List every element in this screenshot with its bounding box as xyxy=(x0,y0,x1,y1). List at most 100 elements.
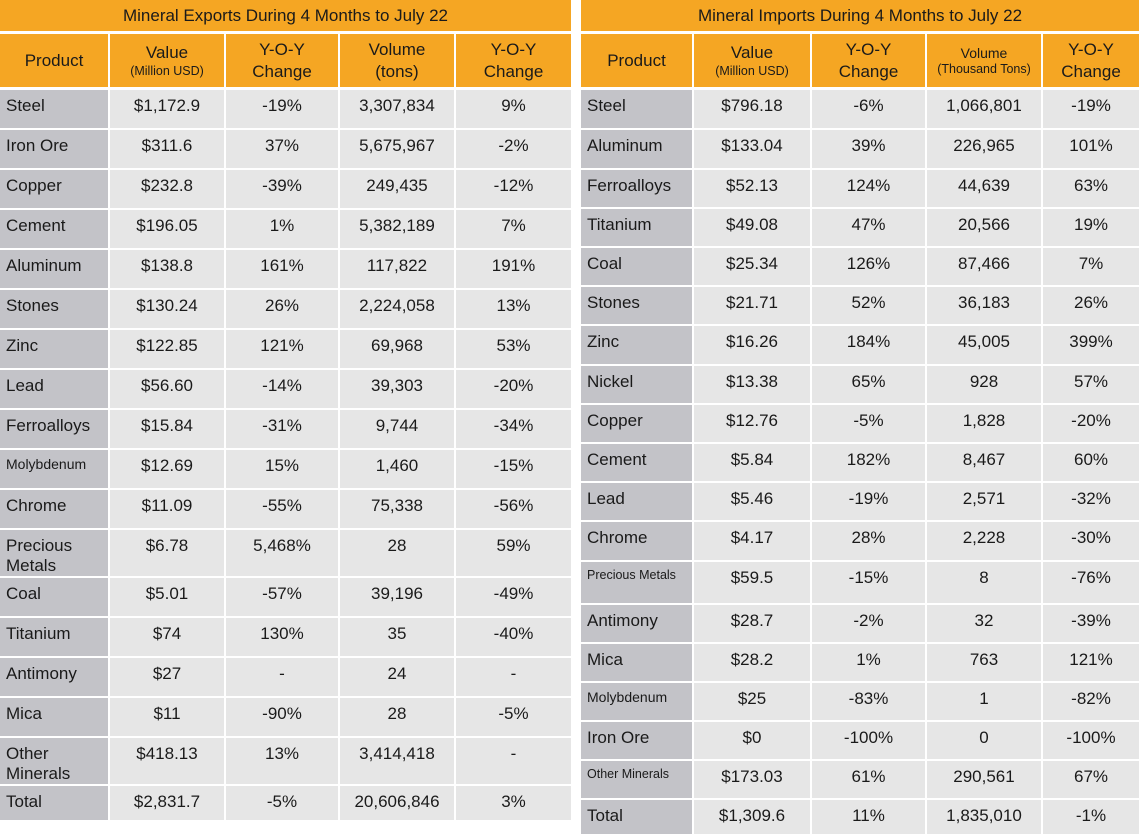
yoy-volume-cell: -82% xyxy=(1043,683,1139,722)
yoy-volume-cell: -19% xyxy=(1043,90,1139,130)
yoy-volume-cell: 7% xyxy=(456,210,571,250)
exports-table-row: Chrome $11.09 -55% 75,338 -56% xyxy=(0,490,571,530)
product-cell: Iron Ore xyxy=(581,722,694,761)
volume-cell: 75,338 xyxy=(340,490,456,530)
exports-table-row: Coal $5.01 -57% 39,196 -49% xyxy=(0,578,571,618)
yoy-value-cell: 182% xyxy=(812,444,927,483)
product-cell: Copper xyxy=(0,170,110,210)
yoy-value-cell: 126% xyxy=(812,248,927,287)
yoy-volume-cell: 101% xyxy=(1043,130,1139,170)
value-cell: $138.8 xyxy=(110,250,226,290)
value-cell: $122.85 xyxy=(110,330,226,370)
yoy-value-cell: 11% xyxy=(812,800,927,836)
volume-cell: 87,466 xyxy=(927,248,1043,287)
imports-table-row: Zinc $16.26 184% 45,005 399% xyxy=(581,326,1139,366)
yoy-volume-cell: -34% xyxy=(456,410,571,450)
yoy-volume-cell: 399% xyxy=(1043,326,1139,366)
value-cell: $28.7 xyxy=(694,605,812,644)
value-cell: $5.84 xyxy=(694,444,812,483)
imports-table-row: Copper $12.76 -5% 1,828 -20% xyxy=(581,405,1139,444)
yoy-volume-cell: -76% xyxy=(1043,562,1139,605)
imports-table-row: Stones $21.71 52% 36,183 26% xyxy=(581,287,1139,326)
value-cell: $133.04 xyxy=(694,130,812,170)
exports-table-row: Copper $232.8 -39% 249,435 -12% xyxy=(0,170,571,210)
product-cell: Cement xyxy=(581,444,694,483)
product-cell: Mica xyxy=(581,644,694,683)
volume-cell: 9,744 xyxy=(340,410,456,450)
yoy-volume-cell: 67% xyxy=(1043,761,1139,800)
product-cell: Cement xyxy=(0,210,110,250)
volume-cell: 3,307,834 xyxy=(340,90,456,130)
yoy-value-cell: 39% xyxy=(812,130,927,170)
value-cell: $12.76 xyxy=(694,405,812,444)
imports-header-row: Product Value (Million USD) Y-O-Y Change… xyxy=(581,34,1139,90)
value-cell: $173.03 xyxy=(694,761,812,800)
value-cell: $12.69 xyxy=(110,450,226,490)
volume-cell: 39,303 xyxy=(340,370,456,410)
volume-cell: 3,414,418 xyxy=(340,738,456,786)
yoy-volume-cell: -49% xyxy=(456,578,571,618)
yoy-volume-cell: - xyxy=(456,658,571,698)
yoy-volume-cell: 60% xyxy=(1043,444,1139,483)
yoy-volume-cell: 3% xyxy=(456,786,571,822)
imports-header-volume: Volume (Thousand Tons) xyxy=(927,34,1043,90)
product-cell: Titanium xyxy=(0,618,110,658)
exports-table-row: Other Minerals $418.13 13% 3,414,418- xyxy=(0,738,571,786)
yoy-volume-cell: -100% xyxy=(1043,722,1139,761)
value-cell: $13.38 xyxy=(694,366,812,405)
imports-table-row: Precious Metals $59.5 -15% 8 -76% xyxy=(581,562,1139,605)
product-cell: Precious Metals xyxy=(581,562,694,605)
product-cell: Lead xyxy=(0,370,110,410)
product-cell: Antimony xyxy=(581,605,694,644)
value-cell: $49.08 xyxy=(694,209,812,248)
imports-header-product: Product xyxy=(581,34,694,90)
exports-table: Product Value (Million USD) Y-O-Y Change… xyxy=(0,34,571,822)
imports-panel: Mineral Imports During 4 Months to July … xyxy=(581,0,1139,836)
volume-cell: 35 xyxy=(340,618,456,658)
imports-table-row: Steel $796.18 -6% 1,066,801 -19% xyxy=(581,90,1139,130)
yoy-value-cell: -31% xyxy=(226,410,340,450)
value-cell: $5.01 xyxy=(110,578,226,618)
yoy-volume-cell: 191% xyxy=(456,250,571,290)
yoy-volume-cell: 63% xyxy=(1043,170,1139,209)
exports-table-row: Molybdenum $12.69 15% 1,460 -15% xyxy=(0,450,571,490)
value-cell: $74 xyxy=(110,618,226,658)
imports-header-value: Value (Million USD) xyxy=(694,34,812,90)
yoy-value-cell: 1% xyxy=(226,210,340,250)
value-cell: $5.46 xyxy=(694,483,812,522)
value-cell: $196.05 xyxy=(110,210,226,250)
product-cell: Other Minerals xyxy=(0,738,110,786)
exports-table-row: Titanium $74 130% 35 -40% xyxy=(0,618,571,658)
product-cell: Copper xyxy=(581,405,694,444)
product-cell: Zinc xyxy=(581,326,694,366)
yoy-value-cell: 65% xyxy=(812,366,927,405)
exports-table-row: Mica $11 -90% 28 -5% xyxy=(0,698,571,738)
yoy-value-cell: -57% xyxy=(226,578,340,618)
yoy-volume-cell: -39% xyxy=(1043,605,1139,644)
imports-table-row: Iron Ore $0 -100% 0 -100% xyxy=(581,722,1139,761)
volume-cell: 44,639 xyxy=(927,170,1043,209)
yoy-volume-cell: 26% xyxy=(1043,287,1139,326)
yoy-value-cell: 61% xyxy=(812,761,927,800)
yoy-volume-cell: 59% xyxy=(456,530,571,578)
value-cell: $1,172.9 xyxy=(110,90,226,130)
yoy-value-cell: 52% xyxy=(812,287,927,326)
product-cell: Molybdenum xyxy=(0,450,110,490)
product-cell: Coal xyxy=(0,578,110,618)
imports-header-yoy-value: Y-O-Y Change xyxy=(812,34,927,90)
product-cell: Coal xyxy=(581,248,694,287)
yoy-value-cell: -15% xyxy=(812,562,927,605)
imports-table-row: Antimony $28.7 -2% 32 -39% xyxy=(581,605,1139,644)
product-cell: Ferroalloys xyxy=(0,410,110,450)
volume-cell: 8,467 xyxy=(927,444,1043,483)
yoy-value-cell: -19% xyxy=(226,90,340,130)
imports-table-row: Mica $28.2 1% 763 121% xyxy=(581,644,1139,683)
yoy-value-cell: -19% xyxy=(812,483,927,522)
value-cell: $56.60 xyxy=(110,370,226,410)
value-cell: $232.8 xyxy=(110,170,226,210)
volume-cell: 117,822 xyxy=(340,250,456,290)
imports-title: Mineral Imports During 4 Months to July … xyxy=(581,0,1139,34)
volume-cell: 28 xyxy=(340,530,456,578)
product-cell: Stones xyxy=(581,287,694,326)
